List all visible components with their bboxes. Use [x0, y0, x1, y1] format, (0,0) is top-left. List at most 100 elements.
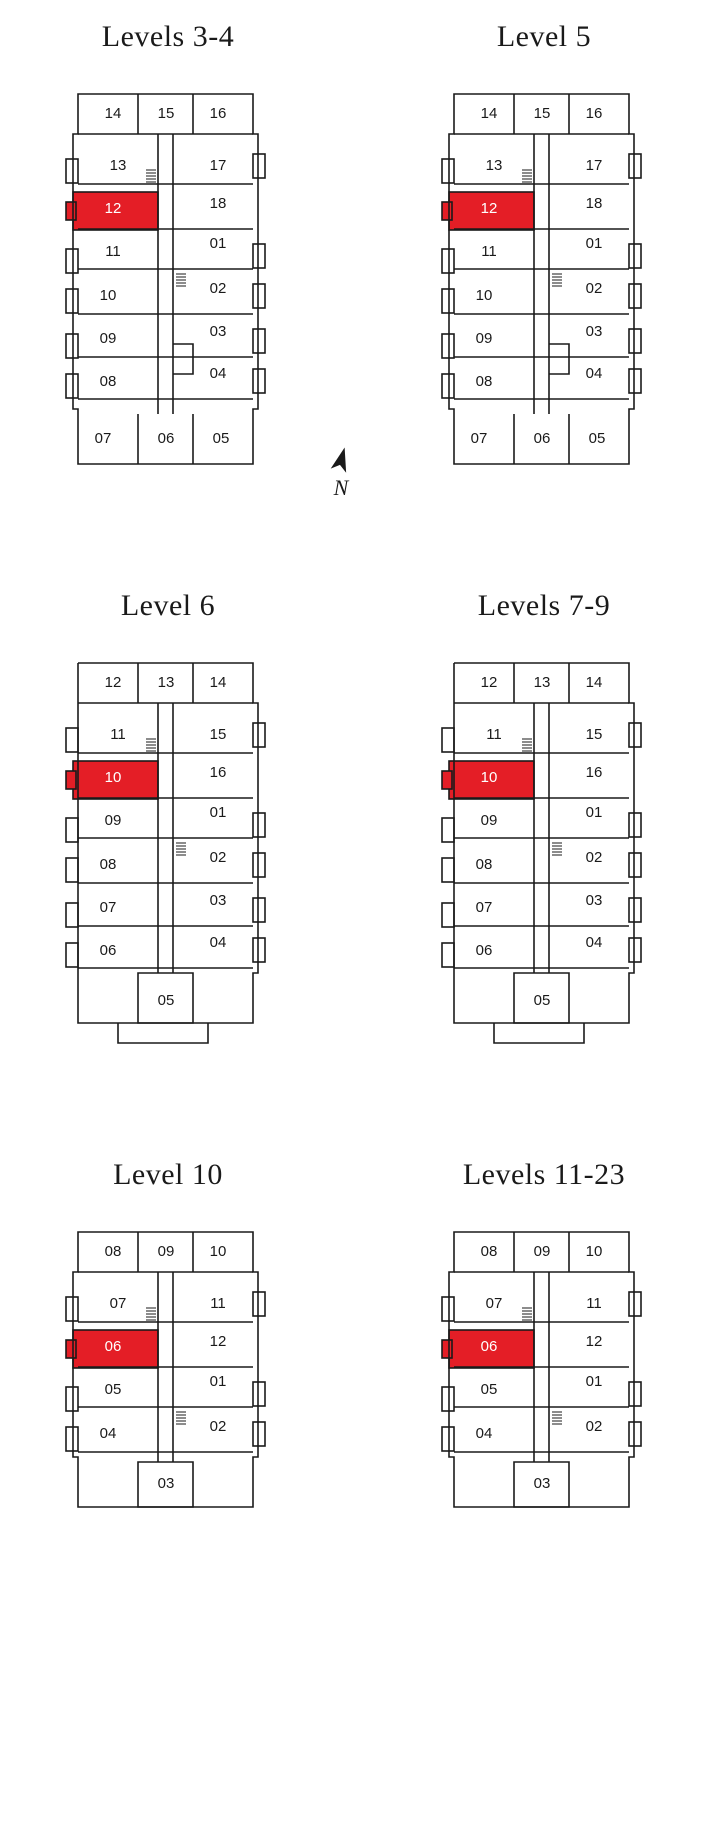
unit-label-10: 10	[476, 287, 493, 304]
unit-label-02: 02	[586, 280, 603, 297]
unit-label-05: 05	[158, 992, 175, 1009]
floor-plan: 141516131712181101100209030804070605	[429, 74, 659, 509]
plan-title: Levels 7-9	[478, 589, 610, 623]
unit-label-02: 02	[210, 849, 227, 866]
unit-label-09: 09	[100, 330, 117, 347]
unit-label-01: 01	[586, 235, 603, 252]
unit-label-18: 18	[586, 195, 603, 212]
unit-label-17: 17	[586, 157, 603, 174]
unit-label-01: 01	[210, 235, 227, 252]
unit-label-08: 08	[476, 856, 493, 873]
cell-level-6: Level 6 12131411151016090108020703060405	[10, 589, 326, 1078]
cell-level-5: Level 5 14151613171218110110020903080407…	[386, 20, 702, 509]
unit-label-11: 11	[486, 726, 502, 743]
cell-level-10: Level 10 080910071106120501040203	[10, 1158, 326, 1547]
unit-label-14: 14	[586, 674, 603, 691]
compass-icon: N	[329, 447, 353, 499]
unit-label-08: 08	[476, 373, 493, 390]
unit-label-03: 03	[586, 892, 603, 909]
unit-label-16: 16	[586, 764, 603, 781]
unit-label-02: 02	[586, 849, 603, 866]
unit-label-03: 03	[158, 1475, 175, 1492]
unit-label-09: 09	[476, 330, 493, 347]
floor-plan: 12131411151016090108020703060405	[429, 643, 659, 1078]
plan-title: Levels 3-4	[102, 20, 234, 54]
unit-label-11: 11	[481, 243, 497, 260]
unit-label-05: 05	[534, 992, 551, 1009]
unit-label-15: 15	[210, 726, 227, 743]
plan-title: Level 5	[497, 20, 591, 54]
unit-label-02: 02	[586, 1418, 603, 1435]
unit-label-02: 02	[210, 1418, 227, 1435]
cell-levels-7-9: Levels 7-9 12131411151016090108020703060…	[386, 589, 702, 1078]
unit-label-16: 16	[586, 105, 603, 122]
compass-label: N	[334, 475, 349, 500]
unit-label-14: 14	[105, 105, 122, 122]
unit-label-03: 03	[210, 323, 227, 340]
unit-label-06: 06	[476, 942, 493, 959]
unit-label-13: 13	[158, 674, 175, 691]
unit-label-10: 10	[100, 287, 117, 304]
unit-label-16: 16	[210, 764, 227, 781]
unit-label-18: 18	[210, 195, 227, 212]
unit-label-03: 03	[586, 323, 603, 340]
unit-label-11: 11	[210, 1295, 226, 1312]
unit-label-07: 07	[486, 1295, 503, 1312]
unit-label-12: 12	[481, 674, 498, 691]
unit-label-01: 01	[586, 1373, 603, 1390]
cell-levels-11-23: Levels 11-23 080910071106120501040203	[386, 1158, 702, 1547]
unit-label-08: 08	[100, 373, 117, 390]
unit-label-01: 01	[586, 804, 603, 821]
unit-label-06: 06	[105, 1338, 122, 1355]
unit-label-08: 08	[105, 1243, 122, 1260]
unit-label-12: 12	[210, 1333, 227, 1350]
unit-label-07: 07	[471, 430, 488, 447]
unit-label-10: 10	[210, 1243, 227, 1260]
cell-levels-3-4: Levels 3-4 14 15 16 13 17 12 18 11 01 10 02 09 03 08 0…	[10, 20, 326, 509]
plans-grid: Levels 3-4 14 15 16 13 17 12 18 11 01 10 02 09 03 08 0…	[10, 20, 702, 1547]
unit-label-10: 10	[105, 769, 122, 786]
unit-label-12: 12	[481, 200, 498, 217]
unit-label-10: 10	[481, 769, 498, 786]
unit-label-13: 13	[534, 674, 551, 691]
unit-label-15: 15	[158, 105, 175, 122]
unit-label-12: 12	[586, 1333, 603, 1350]
unit-label-06: 06	[100, 942, 117, 959]
unit-label-04: 04	[210, 365, 227, 382]
plan-title: Levels 11-23	[463, 1158, 625, 1192]
unit-label-09: 09	[105, 812, 122, 829]
unit-label-06: 06	[158, 430, 175, 447]
unit-label-14: 14	[481, 105, 498, 122]
floor-plan: 12131411151016090108020703060405	[53, 643, 283, 1078]
unit-label-06: 06	[481, 1338, 498, 1355]
unit-label-07: 07	[95, 430, 112, 447]
unit-label-07: 07	[100, 899, 117, 916]
unit-label-11: 11	[105, 243, 121, 260]
unit-label-11: 11	[110, 726, 126, 743]
floor-plan: 080910071106120501040203	[429, 1212, 659, 1547]
unit-label-13: 13	[110, 157, 127, 174]
unit-label-12: 12	[105, 200, 122, 217]
unit-label-04: 04	[476, 1425, 493, 1442]
unit-label-09: 09	[481, 812, 498, 829]
unit-label-05: 05	[589, 430, 606, 447]
unit-label-05: 05	[481, 1381, 498, 1398]
unit-label-17: 17	[210, 157, 227, 174]
unit-label-03: 03	[534, 1475, 551, 1492]
plan-title: Level 6	[121, 589, 215, 623]
unit-label-14: 14	[210, 674, 227, 691]
floor-plan: 141516131712181101100209030804070605 N	[53, 74, 283, 509]
unit-label-08: 08	[481, 1243, 498, 1260]
unit-label-04: 04	[586, 365, 603, 382]
unit-label-09: 09	[158, 1243, 175, 1260]
unit-label-07: 07	[476, 899, 493, 916]
unit-label-06: 06	[534, 430, 551, 447]
unit-label-16: 16	[210, 105, 227, 122]
unit-label-02: 02	[210, 280, 227, 297]
unit-label-07: 07	[110, 1295, 127, 1312]
unit-label-08: 08	[100, 856, 117, 873]
unit-label-04: 04	[586, 934, 603, 951]
unit-label-05: 05	[213, 430, 230, 447]
unit-label-05: 05	[105, 1381, 122, 1398]
unit-label-03: 03	[210, 892, 227, 909]
